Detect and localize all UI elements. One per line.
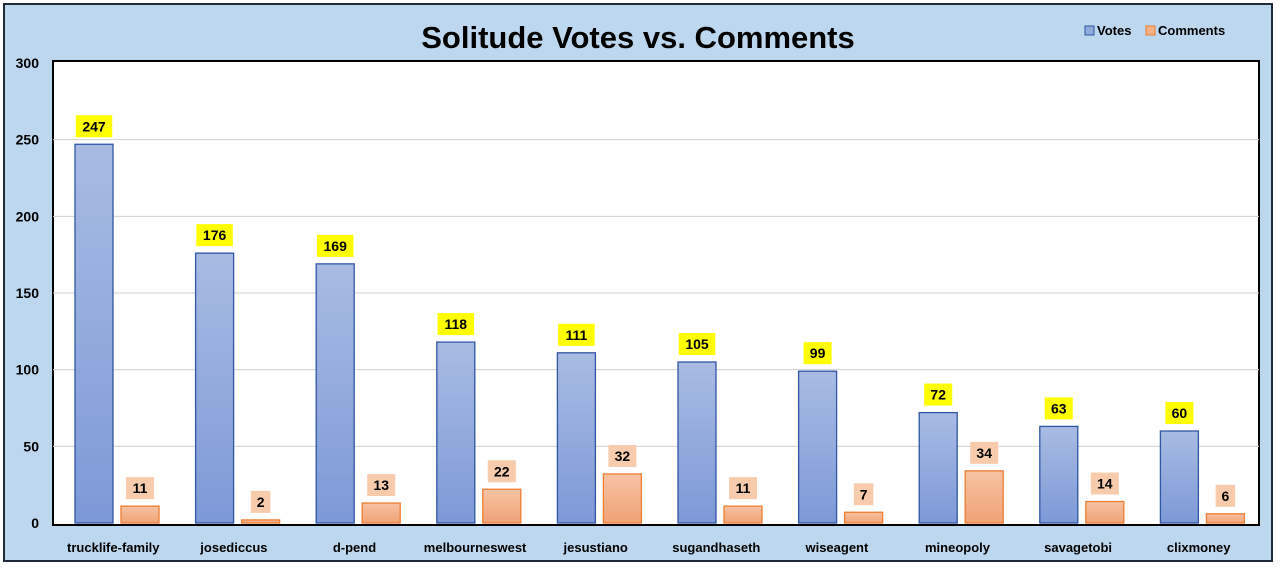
x-axis-categories: trucklife-family josediccus d-pend melbourn… — [67, 540, 1231, 555]
legend-label-comments: Comments — [1158, 23, 1225, 38]
chart-frame: Solitude Votes vs. Comments Votes Commen… — [3, 3, 1273, 562]
y-tick-label: 100 — [16, 362, 40, 378]
legend-swatch-comments — [1145, 25, 1156, 36]
x-category-label: trucklife-family — [67, 540, 160, 555]
data-label-bg-comments — [1215, 484, 1236, 507]
y-tick-label: 250 — [16, 132, 40, 148]
legend-label-votes: Votes — [1097, 23, 1131, 38]
bar-votes — [315, 263, 355, 524]
data-label-bg-votes — [196, 224, 233, 247]
bars — [74, 143, 1246, 524]
data-label-comments: 34 — [976, 445, 992, 461]
data-label-bg-comments — [1090, 472, 1119, 495]
data-label-bg-votes — [1044, 397, 1073, 420]
data-label-votes: 72 — [930, 387, 946, 403]
data-label-bg-comments — [250, 490, 271, 513]
data-label-bg-comments — [367, 474, 396, 497]
y-tick-label: 150 — [16, 285, 40, 301]
chart-svg: Solitude Votes vs. Comments Votes Commen… — [16, 20, 1260, 555]
y-tick-label: 300 — [16, 55, 40, 71]
bar-comments — [482, 488, 522, 524]
data-label-bg-comments — [608, 444, 637, 467]
data-label-votes: 118 — [445, 316, 468, 332]
data-label-bg-comments — [970, 441, 999, 464]
data-label-votes: 169 — [324, 238, 348, 254]
bar-votes — [436, 341, 476, 524]
bar-votes — [797, 370, 838, 524]
data-label-bg-votes — [1165, 402, 1194, 424]
data-label-votes: 99 — [810, 345, 826, 361]
data-label-bg-comments — [487, 460, 516, 483]
chart-title: Solitude Votes vs. Comments — [421, 20, 855, 55]
bar-votes — [74, 143, 114, 524]
y-tick-label: 200 — [16, 208, 40, 224]
y-tick-label: 50 — [23, 438, 39, 454]
bar-comments — [964, 470, 1004, 524]
x-category-label: wiseagent — [804, 540, 869, 555]
bar-comments — [120, 505, 160, 524]
bar-votes — [556, 352, 597, 524]
data-label-votes: 176 — [203, 227, 227, 243]
legend: Votes Comments — [1084, 23, 1225, 38]
data-label-bg-votes — [924, 383, 953, 406]
x-category-label: melbourneswest — [424, 540, 527, 555]
y-tick-label: 0 — [31, 515, 39, 531]
data-label-bg-comments — [126, 477, 154, 500]
data-label-votes: 247 — [82, 118, 106, 134]
data-label-comments: 7 — [860, 486, 868, 502]
data-label-bg-comments — [853, 483, 874, 506]
bar-comments — [1085, 500, 1125, 524]
bar-votes — [194, 252, 235, 524]
data-label-bg-comments — [729, 477, 757, 500]
data-label-comments: 2 — [257, 494, 265, 510]
data-label-votes: 111 — [565, 327, 587, 343]
data-label-comments: 13 — [373, 477, 389, 493]
data-label-bg-votes — [558, 323, 595, 346]
bar-comments — [843, 511, 884, 524]
bar-comments — [602, 473, 643, 524]
data-label-votes: 63 — [1051, 400, 1067, 416]
x-category-label: sugandhaseth — [672, 540, 760, 555]
data-label-comments: 14 — [1097, 476, 1113, 492]
x-category-label: mineopoly — [925, 540, 991, 555]
bar-votes — [918, 411, 958, 524]
bar-votes — [1159, 430, 1200, 524]
bar-votes — [677, 361, 717, 524]
bar-comments — [723, 505, 763, 524]
bar-votes — [1039, 425, 1079, 524]
x-category-label: jesustiano — [563, 540, 628, 555]
data-label-votes: 60 — [1172, 405, 1188, 421]
data-label-comments: 11 — [133, 480, 148, 496]
data-label-bg-votes — [316, 234, 354, 257]
data-label-bg-votes — [75, 115, 113, 138]
bar-comments — [240, 519, 281, 524]
x-category-label: clixmoney — [1167, 540, 1231, 555]
legend-swatch-votes — [1084, 25, 1095, 36]
data-label-votes: 105 — [685, 336, 709, 352]
bar-comments — [361, 502, 401, 524]
x-category-label: d-pend — [333, 540, 376, 555]
data-label-comments: 32 — [615, 448, 631, 464]
y-axis-ticks: 0 50 100 150 200 250 300 — [16, 55, 40, 531]
x-category-label: josediccus — [199, 540, 267, 555]
data-label-bg-votes — [678, 333, 716, 355]
data-label-comments: 22 — [494, 463, 510, 479]
data-labels: 247 11 176 2 169 13 118 22 111 32 105 11 99 7 72 34 63 14… — [75, 115, 1236, 513]
data-label-bg-votes — [437, 313, 475, 336]
bar-comments — [1205, 513, 1246, 524]
data-label-comments: 11 — [736, 480, 751, 496]
data-label-bg-votes — [803, 342, 832, 365]
x-category-label: savagetobi — [1044, 540, 1112, 555]
data-label-comments: 6 — [1222, 488, 1230, 504]
